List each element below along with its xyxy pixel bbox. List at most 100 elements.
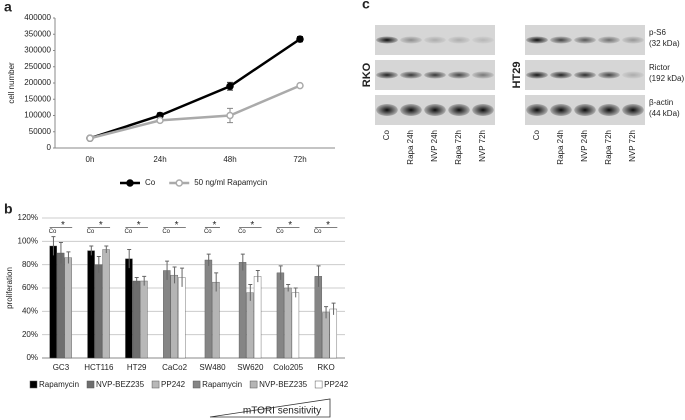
bar (322, 312, 330, 359)
blot-band (424, 36, 446, 44)
blot-band (526, 104, 548, 116)
sensitivity-triangle (209, 398, 331, 418)
error-bar (255, 270, 260, 283)
blot-band (424, 104, 446, 116)
significance-marker: * (61, 220, 65, 231)
y-tick-label: 60% (22, 283, 38, 292)
y-tick-label: 40% (22, 306, 38, 315)
blot-band (472, 104, 494, 116)
bar (132, 280, 141, 359)
x-tick-label: Colo205 (273, 363, 303, 372)
y-tick-label: 120% (18, 213, 38, 222)
y-tick-label: 300000 (24, 46, 51, 55)
cell-line-label: RKO (361, 62, 373, 87)
y-tick-label: 100000 (24, 111, 51, 120)
x-tick-label: RKO (317, 363, 334, 372)
blot-band (598, 36, 620, 44)
bar (204, 259, 213, 359)
blot-band (574, 71, 596, 79)
blot-band (574, 36, 596, 44)
x-tick-label: 48h (223, 155, 236, 164)
blot-band (622, 36, 644, 44)
lane-label: Rapa 72h (604, 130, 613, 165)
y-tick-label: 0% (26, 353, 38, 362)
significance-reference: Co (49, 229, 57, 235)
panel-letter: b (4, 201, 13, 217)
lane-label: NVP 72h (478, 130, 487, 162)
significance-reference: Co (87, 229, 95, 235)
bar (178, 277, 186, 359)
protein-label: p-S6 (649, 28, 666, 37)
x-tick-label: CaCo2 (162, 363, 187, 372)
error-bar (180, 267, 185, 287)
blot-band (598, 71, 620, 79)
error-bar (286, 284, 291, 292)
y-axis-label: proliferation (5, 267, 14, 309)
significance-marker: * (326, 220, 330, 231)
legend-label: NVP-BEZ235 (96, 380, 145, 389)
legend-swatch (86, 380, 95, 389)
protein-size: (32 kDa) (649, 39, 680, 48)
error-bar (142, 275, 147, 286)
bar (102, 249, 110, 359)
blot-band (400, 36, 422, 44)
marker (226, 111, 234, 120)
bar (125, 258, 133, 359)
bar (140, 280, 148, 359)
panel-letter: c (362, 0, 370, 12)
legend-marker (175, 179, 183, 187)
bar (238, 262, 247, 359)
blot-band (448, 104, 470, 116)
error-bar (278, 265, 283, 280)
error-bar (324, 306, 329, 319)
x-tick-label: 72h (293, 155, 306, 164)
blot-band (550, 104, 572, 116)
series-line (89, 38, 301, 140)
significance-reference: Co (276, 229, 284, 235)
blot-band (376, 104, 398, 116)
x-tick-label: SW620 (237, 363, 264, 372)
significance-reference: Co (238, 229, 246, 235)
series-line (89, 84, 301, 140)
blot-band (424, 71, 446, 79)
lane-label: Co (532, 129, 541, 140)
significance-marker: * (288, 220, 292, 231)
error-bar (58, 242, 63, 264)
error-bar (214, 272, 219, 292)
bar (329, 308, 338, 359)
y-tick-label: 250000 (24, 62, 51, 71)
legend-label: Rapamycin (39, 380, 79, 389)
significance-marker: * (250, 220, 254, 231)
bar (276, 272, 285, 359)
protein-size: (192 kDa) (649, 74, 684, 83)
lane-label: Rapa 72h (454, 130, 463, 165)
error-bar (240, 253, 245, 271)
lane-label: Rapa 24h (406, 130, 415, 165)
bar (94, 264, 103, 359)
y-tick-label: 50000 (29, 127, 52, 136)
lane-label: NVP 24h (580, 130, 589, 162)
legend-swatch (249, 380, 258, 389)
legend-swatch (29, 380, 38, 389)
y-tick-label: 0 (47, 143, 52, 152)
blot-band (376, 36, 398, 44)
y-axis-label: cell number (7, 62, 16, 104)
blot-band (472, 71, 494, 79)
legend-swatch (314, 380, 323, 389)
bar (87, 250, 95, 359)
blot-band (448, 36, 470, 44)
marker (296, 35, 304, 43)
y-tick-label: 400000 (24, 13, 51, 22)
legend-label: Rapamycin (202, 380, 242, 389)
significance-reference: Co (314, 229, 322, 235)
blot-band (448, 71, 470, 79)
marker (296, 81, 304, 90)
bar (56, 252, 65, 359)
error-bar (127, 249, 132, 269)
significance-reference: Co (204, 229, 212, 235)
error-bar (89, 245, 94, 256)
legend-swatch (151, 380, 160, 389)
lane-label: Co (382, 129, 391, 140)
bar (291, 292, 300, 359)
bar (246, 292, 254, 359)
